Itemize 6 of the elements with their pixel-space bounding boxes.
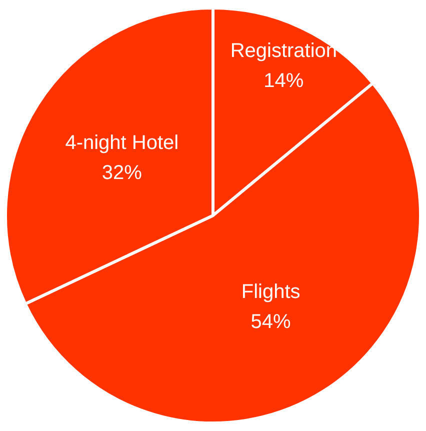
data-label: 14% xyxy=(264,70,304,92)
slice-label: Flights xyxy=(241,281,300,304)
slice-label: 4-night Hotel xyxy=(65,132,179,154)
data-label: 32% xyxy=(102,162,142,184)
data-label: 54% xyxy=(250,311,292,334)
slice-label: Registration xyxy=(230,40,338,62)
